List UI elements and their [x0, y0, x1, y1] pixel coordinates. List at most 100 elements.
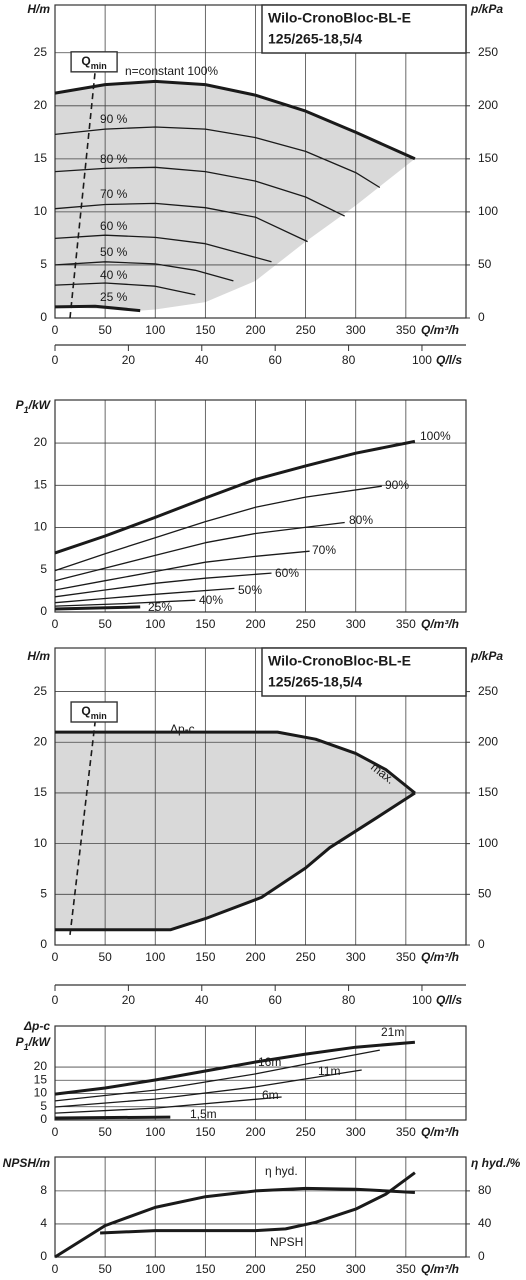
curve-label: 80%	[349, 513, 373, 527]
y2-tick-label: 200	[478, 734, 498, 748]
y-tick-label: 25	[34, 684, 48, 698]
curve-label: 40 %	[100, 268, 128, 282]
label-part: /kW	[28, 398, 52, 412]
label-part: Q	[81, 54, 90, 68]
y-tick-label: 15	[34, 1072, 48, 1086]
x-tick-label: 300	[346, 323, 366, 337]
curve-label: 11m	[318, 1064, 340, 1078]
y2-tick-label: 40	[478, 1216, 492, 1230]
y-tick-label: 0	[40, 1249, 47, 1263]
y-tick-label: 0	[40, 604, 47, 618]
y-tick-label: 15	[34, 151, 48, 165]
curve-label: 90%	[385, 478, 409, 492]
curve	[54, 202, 308, 243]
curve	[54, 1186, 415, 1259]
x-tick-label: 200	[245, 617, 265, 631]
x-tick-label: 200	[245, 950, 265, 964]
y-tick-label: 20	[34, 435, 48, 449]
curve	[54, 1069, 362, 1108]
y2-axis-label: p/kPa	[470, 2, 503, 16]
y-tick-label: 0	[40, 310, 47, 324]
x-axis-label: Q/m³/h	[421, 1125, 459, 1139]
y-tick-label: 10	[34, 836, 48, 850]
curve-label: 25%	[148, 600, 172, 614]
x-tick-label: 350	[396, 1262, 416, 1276]
y-tick-label: 8	[40, 1183, 47, 1197]
x-tick-label: 250	[296, 950, 316, 964]
curve	[54, 485, 382, 572]
curve	[54, 304, 141, 313]
y2-axis-label: p/kPa	[470, 649, 503, 663]
x-tick-label: 100	[145, 1125, 165, 1139]
plot-frame	[54, 647, 467, 946]
y-tick-label: 15	[34, 477, 48, 491]
x-tick-label: 100	[145, 1262, 165, 1276]
y2-axis-label: η hyd./%	[471, 1156, 521, 1170]
curve	[54, 126, 381, 189]
x-tick-label: 100	[145, 617, 165, 631]
curve	[54, 439, 416, 555]
x2-tick-label: 60	[268, 993, 282, 1007]
x-tick-label: 0	[52, 617, 59, 631]
curve-label: 6m	[262, 1088, 279, 1102]
y2-tick-label: 100	[478, 836, 498, 850]
curve	[54, 599, 196, 607]
operating-range-fill	[55, 732, 415, 930]
x-tick-label: 200	[245, 1125, 265, 1139]
y2-tick-label: 0	[478, 937, 485, 951]
curve	[54, 550, 310, 591]
qmin-label: Qmin	[81, 704, 106, 721]
y-tick-label: 10	[34, 204, 48, 218]
plot-frame	[54, 1025, 467, 1121]
curve-label: 70 %	[100, 187, 128, 201]
y-axis-label-top: Δp-c	[23, 1019, 50, 1033]
curve	[100, 1171, 416, 1235]
curve-label: 60%	[275, 566, 299, 580]
x2-tick-label: 0	[52, 993, 59, 1007]
plot-frame	[54, 1156, 467, 1258]
y2-tick-label: 250	[478, 684, 498, 698]
y-tick-label: 20	[34, 1059, 48, 1073]
label-part: 1	[24, 405, 29, 415]
x2-tick-label: 40	[195, 353, 209, 367]
x-tick-label: 350	[396, 950, 416, 964]
y-tick-label: 10	[34, 1086, 48, 1100]
x-tick-label: 300	[346, 1125, 366, 1139]
y2-tick-label: 80	[478, 1183, 492, 1197]
qmin-box	[70, 51, 118, 73]
curve	[54, 1040, 416, 1096]
label-part: 1	[24, 1042, 29, 1052]
x-tick-label: 50	[98, 950, 112, 964]
x-tick-label: 0	[52, 1262, 59, 1276]
y-tick-label: 15	[34, 785, 48, 799]
label-part: /kW	[28, 1035, 52, 1049]
x-tick-label: 300	[346, 950, 366, 964]
x-axis-label: Q/m³/h	[421, 1262, 459, 1276]
y-axis-label: NPSH/m	[3, 1156, 51, 1170]
y-axis-label: P1/kW	[16, 1035, 52, 1052]
x-tick-label: 250	[296, 323, 316, 337]
x-tick-label: 350	[396, 1125, 416, 1139]
curve	[54, 261, 234, 282]
y-tick-label: 10	[34, 520, 48, 534]
y2-tick-label: 50	[478, 257, 492, 271]
qmin-box	[70, 701, 118, 723]
x2-axis-label: Q/l/s	[436, 353, 462, 367]
curve-label: 40%	[199, 593, 223, 607]
curve	[54, 521, 345, 582]
label-part: min	[91, 61, 107, 71]
x-tick-label: 50	[98, 617, 112, 631]
x-tick-label: 350	[396, 323, 416, 337]
curve	[54, 79, 416, 161]
label-part: Q	[81, 704, 90, 718]
plot-frame	[54, 399, 467, 613]
curve-label: NPSH	[270, 1235, 303, 1249]
x-tick-label: 300	[346, 617, 366, 631]
curve-label: 1,5m	[190, 1107, 217, 1121]
y2-tick-label: 0	[478, 1249, 485, 1263]
curve-label: 80 %	[100, 152, 128, 166]
plot-area	[55, 1157, 466, 1257]
x2-tick-label: 20	[122, 353, 136, 367]
y2-tick-label: 250	[478, 45, 498, 59]
